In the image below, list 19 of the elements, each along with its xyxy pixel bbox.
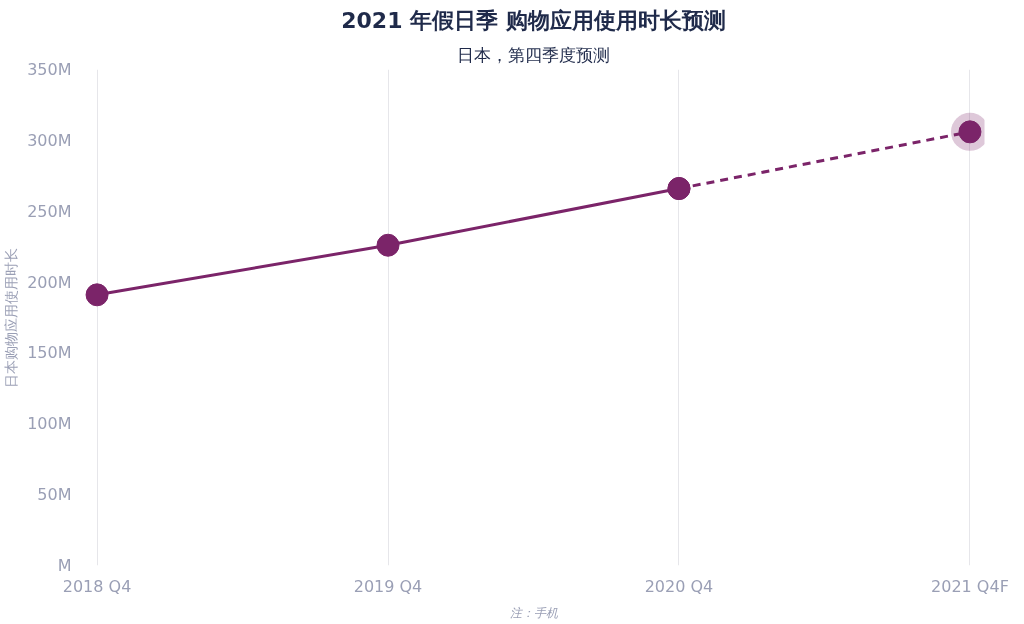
y-tick-label: 200M bbox=[27, 272, 72, 292]
x-tick-label: 2019 Q4 bbox=[353, 576, 423, 596]
x-tick-label: 2020 Q4 bbox=[644, 576, 714, 596]
y-tick-label: 250M bbox=[27, 201, 72, 221]
y-axis-title: 日本购物应用使用时长 bbox=[3, 247, 20, 388]
point bbox=[376, 233, 400, 257]
point bbox=[85, 283, 109, 307]
y-tick-label: 150M bbox=[27, 343, 72, 363]
point bbox=[667, 177, 691, 201]
y-tick-label: 50M bbox=[37, 485, 72, 505]
y-tick-label: 100M bbox=[27, 414, 72, 434]
text: 注：手机 bbox=[509, 605, 559, 620]
y-tick-label: M bbox=[57, 556, 72, 575]
y-tick-label: 300M bbox=[27, 130, 72, 150]
chart-title: 2021 年假日季 购物应用使用时长预测 bbox=[341, 7, 726, 33]
x-tick-label: 2018 Q4 bbox=[62, 576, 132, 596]
chart-subtitle: 日本，第四季度预测 bbox=[457, 44, 610, 65]
x-tick-label: 2021 Q4F bbox=[931, 576, 1009, 596]
y-tick-label: 350M bbox=[27, 60, 72, 79]
